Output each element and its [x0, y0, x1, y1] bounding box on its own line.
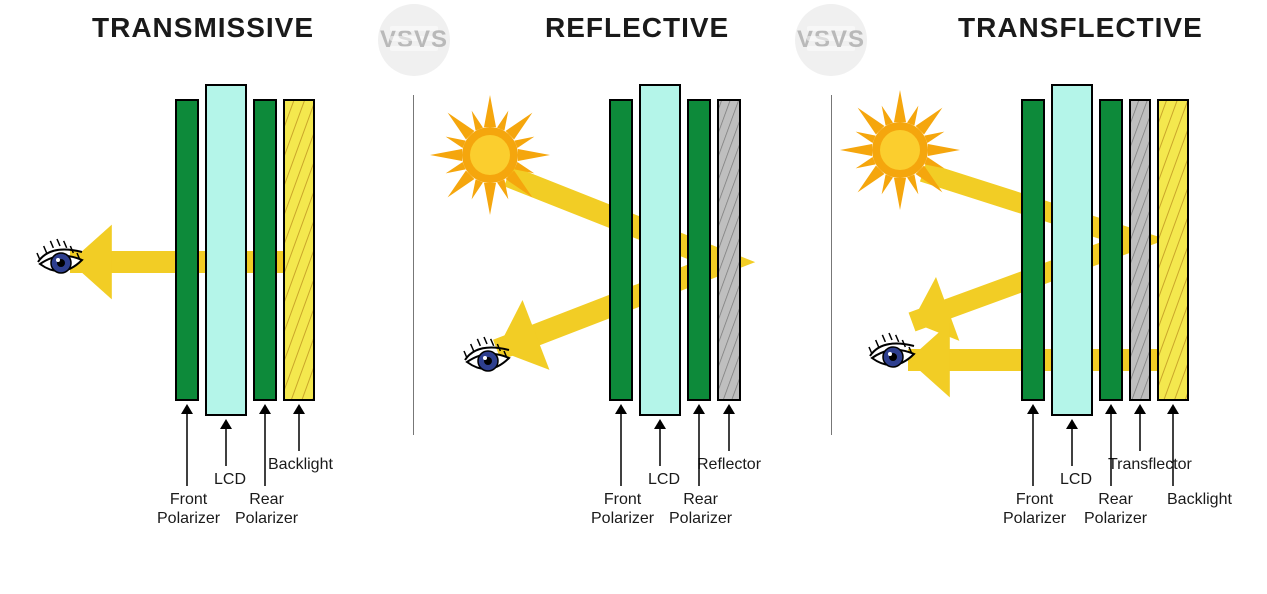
layer-transflector: [1130, 100, 1150, 400]
section-title-reflective: REFLECTIVE: [545, 12, 729, 44]
layer-lcd: [1052, 85, 1092, 415]
layer-label-transflector: Transflector: [1108, 455, 1192, 474]
diagram-stage: VSVS VSVS TRANSMISSIVE REFLECTIVE TRANSFLECT…: [0, 0, 1267, 594]
section-title-transflective: TRANSFLECTIVE: [958, 12, 1203, 44]
layer-label-backlight: Backlight: [268, 455, 333, 474]
layer-backlight: [284, 100, 314, 400]
layer-label-polarizer: Front Polarizer: [591, 490, 654, 528]
layer-label-lcd: LCD: [214, 470, 246, 489]
layer-label-polarizer: Rear Polarizer: [1084, 490, 1147, 528]
vs-badge: VSVS: [378, 4, 450, 76]
layer-reflector: [718, 100, 740, 400]
layer-label-polarizer: Front Polarizer: [157, 490, 220, 528]
layer-backlight: [1158, 100, 1188, 400]
layer-polarizer: [688, 100, 710, 400]
layer-label-lcd: LCD: [648, 470, 680, 489]
layer-polarizer: [1022, 100, 1044, 400]
layer-polarizer: [610, 100, 632, 400]
section-divider: [831, 95, 832, 435]
vs-badge: VSVS: [795, 4, 867, 76]
layer-label-reflector: Reflector: [697, 455, 761, 474]
layer-label-lcd: LCD: [1060, 470, 1092, 489]
layer-label-polarizer: Front Polarizer: [1003, 490, 1066, 528]
layer-polarizer: [176, 100, 198, 400]
section-title-transmissive: TRANSMISSIVE: [92, 12, 314, 44]
layer-lcd: [640, 85, 680, 415]
layer-polarizer: [254, 100, 276, 400]
layer-polarizer: [1100, 100, 1122, 400]
layer-lcd: [206, 85, 246, 415]
layer-label-polarizer: Rear Polarizer: [669, 490, 732, 528]
section-divider: [413, 95, 414, 435]
layer-label-backlight: Backlight: [1167, 490, 1232, 509]
layer-label-polarizer: Rear Polarizer: [235, 490, 298, 528]
